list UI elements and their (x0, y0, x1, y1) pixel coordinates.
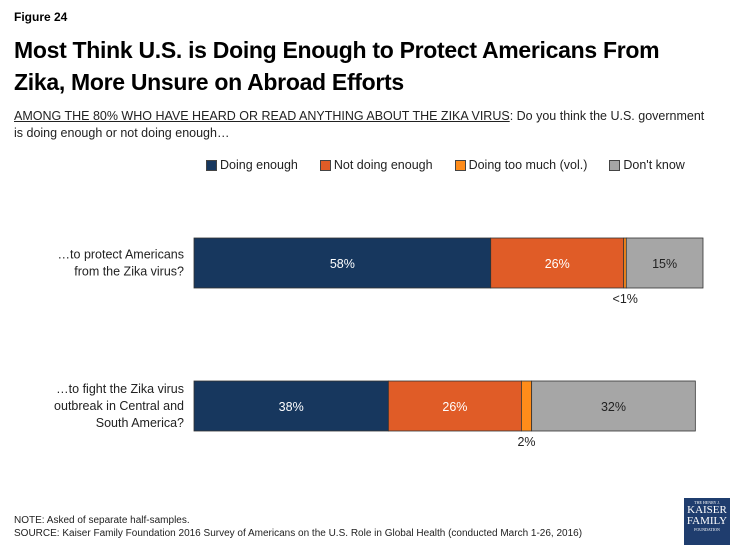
legend-swatch (454, 159, 466, 171)
logo-line2: FAMILY (686, 515, 728, 527)
category-label: outbreak in Central and (54, 399, 184, 413)
legend: Doing enough Not doing enough Doing too mu… (206, 158, 707, 172)
logo-bottom-text: FOUNDATION (694, 527, 720, 532)
bar-segment (193, 237, 492, 289)
figure-label: Figure 24 (14, 10, 68, 24)
legend-swatch (319, 159, 331, 171)
data-label: 26% (442, 400, 467, 414)
legend-item: Doing enough (206, 158, 298, 172)
data-label: 2% (517, 435, 535, 449)
chart-title: Most Think U.S. is Doing Enough to Prote… (14, 37, 660, 95)
bar-segment (531, 380, 696, 432)
bar-segment (625, 237, 704, 289)
subtitle-question: : Do you think the U.S. government is do… (14, 109, 705, 140)
category-label: …to fight the Zika virus (56, 382, 184, 396)
bar-segment (490, 237, 625, 289)
legend-label: Doing enough (220, 158, 298, 172)
legend-label: Don't know (623, 158, 685, 172)
category-label: South America? (96, 416, 184, 430)
data-label: 26% (545, 257, 570, 271)
legend-swatch (609, 159, 621, 171)
legend-item: Doing too much (vol.) (454, 158, 588, 172)
data-label: 15% (652, 257, 677, 271)
chart-subtitle: AMONG THE 80% WHO HAVE HEARD OR READ ANY… (14, 108, 714, 142)
data-label: 38% (279, 400, 304, 414)
note-text: NOTE: Asked of separate half-samples. (14, 515, 190, 526)
bar-segment (520, 380, 533, 432)
bar-segment (387, 380, 522, 432)
subtitle-underlined: AMONG THE 80% WHO HAVE HEARD OR READ ANY… (14, 109, 510, 123)
data-label: <1% (613, 292, 638, 306)
footnote: NOTE: Asked of separate half-samples. SO… (14, 514, 582, 540)
bar-segment (193, 380, 389, 432)
legend-item: Not doing enough (319, 158, 433, 172)
logo-small-text: THE HENRY J. (694, 500, 720, 505)
data-label: 32% (601, 400, 626, 414)
legend-swatch (206, 159, 217, 171)
legend-item: Don't know (609, 158, 685, 172)
kff-logo: THE HENRY J. KAISER FAMILY FOUNDATION (684, 498, 730, 545)
legend-label: Doing too much (vol.) (468, 158, 588, 172)
legend-label: Not doing enough (333, 158, 433, 172)
category-label: from the Zika virus? (74, 265, 184, 279)
data-label: 58% (330, 257, 355, 271)
source-text: SOURCE: Kaiser Family Foundation 2016 Su… (14, 528, 583, 539)
logo-line1: KAISER (687, 504, 727, 516)
category-label: …to protect Americans (58, 248, 184, 262)
